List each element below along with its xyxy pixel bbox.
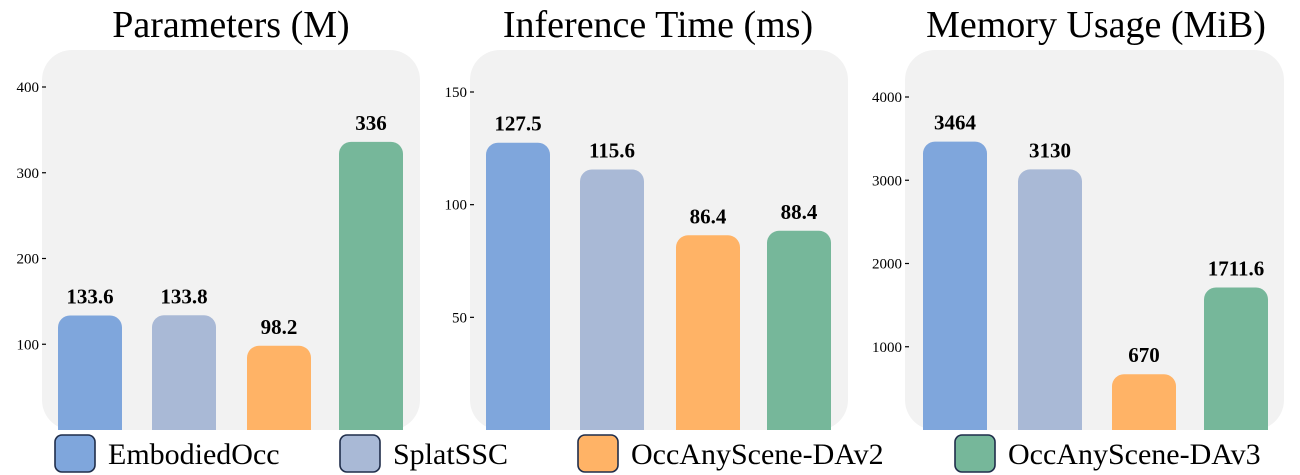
bar-occanyscene-dav3 [1204,287,1268,430]
legend-label: SplatSSC [393,438,508,471]
value-label: 127.5 [494,112,541,136]
legend-swatch [954,434,996,473]
panel-title: Memory Usage (MiB) [926,4,1266,46]
bar-splatssc [580,169,644,430]
value-label: 133.8 [160,284,207,308]
legend-label: OccAnyScene-DAv2 [631,438,884,471]
y-tick-label: 100 [17,337,40,353]
legend-swatch [339,434,381,473]
bar-occanyscene-dav3 [339,141,403,430]
y-tick-label: 400 [17,80,40,96]
bar-embodiedocc [486,142,550,430]
panel-title: Inference Time (ms) [503,4,813,46]
y-tick-label: 100 [445,198,468,214]
legend-swatch [577,434,619,473]
value-label: 1711.6 [1208,257,1265,281]
bar-occanyscene-dav2 [247,345,311,430]
bar-embodiedocc [58,315,122,430]
y-tick-label: 4000 [872,90,902,106]
value-label: 88.4 [781,200,818,224]
value-label: 86.4 [690,204,727,228]
legend-item-occanyscene-dav2: OccAnyScene-DAv2 [577,434,884,473]
legend-swatch [54,434,96,473]
panel-inference-time-ms: Inference Time (ms) 50 100 150 127.5 115.6 86.… [445,4,848,430]
y-tick-label: 50 [452,310,467,326]
y-tick-label: 300 [17,166,40,182]
panel-title: Parameters (M) [112,4,349,46]
y-tick-label: 200 [17,252,40,268]
y-tick-label: 2000 [872,257,902,273]
bar-occanyscene-dav2 [676,235,740,430]
value-label: 670 [1128,343,1160,367]
y-tick-label: 3000 [872,173,902,189]
legend-item-splatssc: SplatSSC [339,434,508,473]
legend-item-occanyscene-dav3: OccAnyScene-DAv3 [954,434,1261,473]
bar-occanyscene-dav3 [767,230,831,430]
bar-occanyscene-dav2 [1112,374,1176,430]
panel-parameters-m: Parameters (M) 100 200 300 400 133.6 133.8 98.2… [17,4,420,430]
y-tick-label: 1000 [872,340,902,356]
value-label: 3464 [934,111,977,135]
value-label: 336 [355,111,387,135]
value-label: 115.6 [589,139,635,163]
panel-background [42,50,420,430]
bar-splatssc [152,315,216,430]
bar-splatssc [1018,169,1082,430]
panel-background [470,50,848,430]
legend-label: EmbodiedOcc [108,438,280,471]
panel-memory-usage-mib: Memory Usage (MiB) 1000 2000 3000 4000 3464 31… [872,4,1284,430]
legend: EmbodiedOcc SplatSSC OccAnyScene-DAv2 OccAn… [54,434,1261,473]
panel-background [905,50,1284,430]
value-label: 133.6 [66,284,113,308]
legend-label: OccAnyScene-DAv3 [1008,438,1261,471]
bar-embodiedocc [923,141,987,430]
y-tick-label: 150 [445,85,468,101]
legend-item-embodiedocc: EmbodiedOcc [54,434,280,473]
value-label: 3130 [1029,138,1071,162]
value-label: 98.2 [261,315,298,339]
